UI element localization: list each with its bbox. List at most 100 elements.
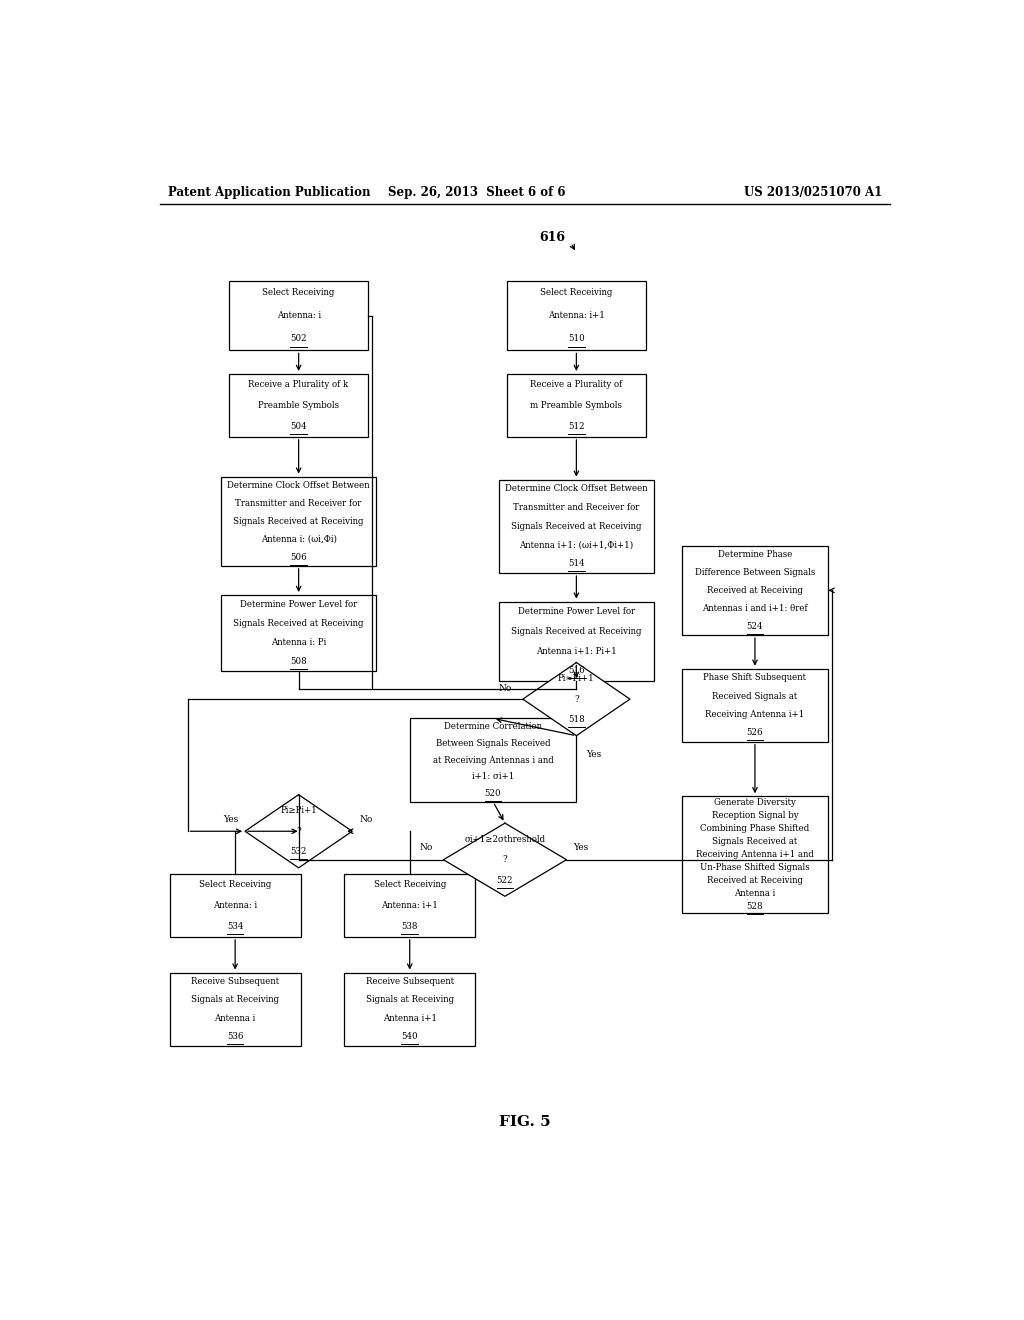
Text: 536: 536 [227, 1032, 244, 1041]
Text: Signals at Receiving: Signals at Receiving [366, 995, 454, 1005]
Text: No: No [419, 843, 433, 851]
Text: Yes: Yes [223, 814, 239, 824]
Text: Antenna: i: Antenna: i [276, 312, 321, 321]
Bar [221, 477, 376, 566]
Text: Determine Power Level for: Determine Power Level for [240, 601, 357, 609]
Text: Signals Received at Receiving: Signals Received at Receiving [233, 619, 364, 628]
Text: Select Receiving: Select Receiving [262, 288, 335, 297]
Text: Preamble Symbols: Preamble Symbols [258, 401, 339, 411]
Text: Antenna i: (ωi,Φi): Antenna i: (ωi,Φi) [261, 535, 337, 544]
Text: Signals at Receiving: Signals at Receiving [191, 995, 280, 1005]
Text: i+1: σi+1: i+1: σi+1 [472, 772, 514, 781]
Text: Determine Power Level for: Determine Power Level for [518, 607, 635, 616]
Text: 504: 504 [291, 422, 307, 430]
Text: No: No [499, 685, 512, 693]
Text: Pi≈Pi+1: Pi≈Pi+1 [558, 675, 595, 684]
Text: m Preamble Symbols: m Preamble Symbols [530, 401, 623, 411]
Text: 516: 516 [568, 667, 585, 676]
Text: 532: 532 [291, 847, 307, 857]
Text: 528: 528 [746, 902, 763, 911]
Text: Signals Received at Receiving: Signals Received at Receiving [511, 627, 642, 636]
Text: No: No [359, 814, 373, 824]
Text: 534: 534 [227, 921, 244, 931]
Text: Transmitter and Receiver for: Transmitter and Receiver for [236, 499, 361, 508]
Bar [221, 595, 376, 671]
Text: Received at Receiving: Received at Receiving [707, 586, 803, 595]
Text: Signals Received at: Signals Received at [713, 837, 798, 846]
Text: Receive a Plurality of k: Receive a Plurality of k [249, 380, 349, 389]
Text: Signals Received at Receiving: Signals Received at Receiving [233, 516, 364, 525]
Bar [229, 374, 368, 437]
Bar [499, 479, 653, 573]
Text: Received Signals at: Received Signals at [713, 692, 798, 701]
Text: 518: 518 [568, 715, 585, 725]
Text: 512: 512 [568, 422, 585, 430]
Text: Antenna: i+1: Antenna: i+1 [381, 902, 438, 909]
Bar [507, 374, 646, 437]
Bar [682, 669, 828, 742]
Text: ?: ? [503, 855, 507, 865]
Text: 526: 526 [746, 729, 763, 737]
Bar [682, 545, 828, 635]
Text: 520: 520 [484, 789, 502, 799]
Text: 506: 506 [291, 553, 307, 561]
Bar [344, 973, 475, 1045]
Text: Select Receiving: Select Receiving [541, 288, 612, 297]
Text: 538: 538 [401, 921, 418, 931]
Text: Receive Subsequent: Receive Subsequent [366, 977, 454, 986]
Text: Determine Phase: Determine Phase [718, 550, 793, 560]
Text: US 2013/0251070 A1: US 2013/0251070 A1 [743, 186, 882, 199]
Text: Select Receiving: Select Receiving [374, 880, 445, 888]
Text: Determine Clock Offset Between: Determine Clock Offset Between [227, 480, 370, 490]
Text: Yes: Yes [573, 843, 589, 851]
Polygon shape [523, 663, 630, 735]
Bar [410, 718, 577, 801]
Polygon shape [245, 795, 352, 867]
Bar [507, 281, 646, 351]
Text: Select Receiving: Select Receiving [199, 880, 271, 888]
Text: Receiving Antenna i+1 and: Receiving Antenna i+1 and [696, 850, 814, 859]
Text: Determine Clock Offset Between: Determine Clock Offset Between [505, 484, 648, 494]
Text: Un-Phase Shifted Signals: Un-Phase Shifted Signals [700, 863, 810, 873]
Text: Determine Correlation: Determine Correlation [444, 722, 542, 731]
Text: 508: 508 [290, 657, 307, 667]
Text: Between Signals Received: Between Signals Received [436, 739, 550, 748]
Bar [499, 602, 653, 681]
Text: 540: 540 [401, 1032, 418, 1041]
Text: Combining Phase Shifted: Combining Phase Shifted [700, 824, 810, 833]
Text: Difference Between Signals: Difference Between Signals [694, 568, 815, 577]
Text: Receiving Antenna i+1: Receiving Antenna i+1 [706, 710, 805, 719]
Text: Transmitter and Receiver for: Transmitter and Receiver for [513, 503, 640, 512]
Text: Receive Subsequent: Receive Subsequent [191, 977, 280, 986]
Text: ?: ? [296, 826, 301, 836]
Text: Generate Diversity: Generate Diversity [714, 799, 796, 808]
Text: Antenna i+1: Pi+1: Antenna i+1: Pi+1 [536, 647, 616, 656]
Text: Yes: Yes [586, 750, 601, 759]
Text: Received at Receiving: Received at Receiving [707, 876, 803, 886]
Text: 616: 616 [540, 231, 565, 244]
Text: Antenna i: Antenna i [734, 890, 775, 898]
Text: Antenna: i: Antenna: i [213, 902, 257, 909]
Text: Signals Received at Receiving: Signals Received at Receiving [511, 521, 642, 531]
Text: Phase Shift Subsequent: Phase Shift Subsequent [703, 673, 807, 682]
Text: 510: 510 [568, 334, 585, 343]
Text: 514: 514 [568, 560, 585, 568]
Text: FIG. 5: FIG. 5 [499, 1115, 551, 1129]
Bar [682, 796, 828, 913]
Bar [229, 281, 368, 351]
Text: Antenna: i+1: Antenna: i+1 [548, 312, 605, 321]
Text: Patent Application Publication: Patent Application Publication [168, 186, 371, 199]
Bar [170, 874, 301, 937]
Text: σi+1≥2σthreshold: σi+1≥2σthreshold [465, 834, 546, 843]
Text: ?: ? [574, 694, 579, 704]
Text: 502: 502 [291, 334, 307, 343]
Bar [344, 874, 475, 937]
Text: Antenna i: Antenna i [214, 1014, 256, 1023]
Text: at Receiving Antennas i and: at Receiving Antennas i and [433, 755, 553, 764]
Text: Antennas i and i+1: θref: Antennas i and i+1: θref [702, 603, 808, 612]
Text: Receive a Plurality of: Receive a Plurality of [530, 380, 623, 389]
Text: Antenna i+1: Antenna i+1 [383, 1014, 436, 1023]
Text: 522: 522 [497, 875, 513, 884]
Bar [170, 973, 301, 1045]
Text: Reception Signal by: Reception Signal by [712, 812, 799, 820]
